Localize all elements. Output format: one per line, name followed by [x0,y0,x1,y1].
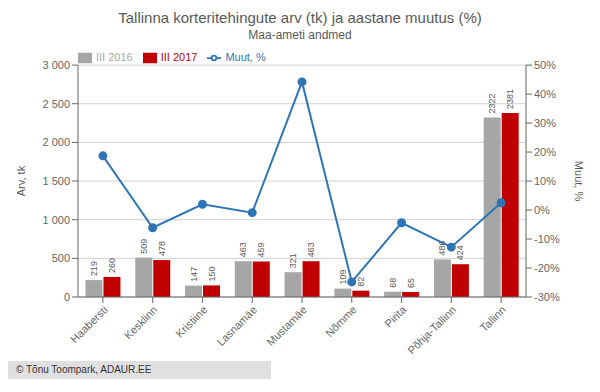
svg-text:Nõmme: Nõmme [323,303,359,339]
svg-text:65: 65 [406,278,416,288]
svg-text:50%: 50% [534,59,556,71]
svg-text:Põhja-Tallinn: Põhja-Tallinn [405,303,458,356]
svg-text:Tallinn: Tallinn [478,303,509,334]
html-text:Tallinna korteritehingute arv: Tallinna korteritehingute arv (tk) ja aa… [118,9,482,26]
html-text:Muut, %: Muut, % [225,51,266,63]
svg-text:-30%: -30% [534,291,560,303]
svg-text:Arv, tk: Arv, tk [15,165,27,196]
svg-text:Mustamäe: Mustamäe [264,303,309,348]
svg-text:260: 260 [107,258,117,273]
svg-text:30%: 30% [534,117,556,129]
svg-text:509: 509 [139,239,149,254]
svg-text:3 000: 3 000 [42,59,70,71]
svg-text:463: 463 [306,242,316,257]
svg-text:478: 478 [157,241,167,256]
svg-text:-10%: -10% [534,233,560,245]
svg-text:Pirita: Pirita [382,303,409,330]
svg-text:219: 219 [89,261,99,276]
svg-text:1 500: 1 500 [42,175,70,187]
svg-text:40%: 40% [534,88,556,100]
svg-text:2381: 2381 [505,89,515,109]
svg-text:82: 82 [356,277,366,287]
svg-text:2 500: 2 500 [42,98,70,110]
svg-text:150: 150 [207,266,217,281]
svg-text:-20%: -20% [534,262,560,274]
svg-text:500: 500 [52,252,70,264]
svg-text:20%: 20% [534,146,556,158]
svg-text:68: 68 [388,278,398,288]
svg-text:463: 463 [238,242,248,257]
svg-text:424: 424 [455,245,465,260]
svg-text:2322: 2322 [487,93,497,113]
svg-text:147: 147 [189,267,199,282]
html-text:© Tõnu Toompark, ADAUR.EE: © Tõnu Toompark, ADAUR.EE [16,364,152,375]
html-text:III 2016: III 2016 [96,51,133,63]
svg-text:Kesklinn: Kesklinn [122,303,160,341]
svg-text:Haabersti: Haabersti [68,303,110,345]
svg-text:459: 459 [256,242,266,257]
svg-text:0%: 0% [534,204,550,216]
svg-text:0: 0 [64,291,70,303]
svg-text:Kristiine: Kristiine [173,303,209,339]
svg-text:Lasnamäe: Lasnamäe [214,303,259,348]
svg-text:486: 486 [437,240,447,255]
svg-text:2 000: 2 000 [42,136,70,148]
html-text:III 2017: III 2017 [160,51,198,63]
svg-text:Muut, %: Muut, % [573,161,585,202]
svg-text:109: 109 [338,270,348,285]
svg-text:321: 321 [288,253,298,268]
svg-text:10%: 10% [534,175,556,187]
html-text:Maa-ameti andmed: Maa-ameti andmed [248,28,352,42]
svg-text:1 000: 1 000 [42,214,70,226]
